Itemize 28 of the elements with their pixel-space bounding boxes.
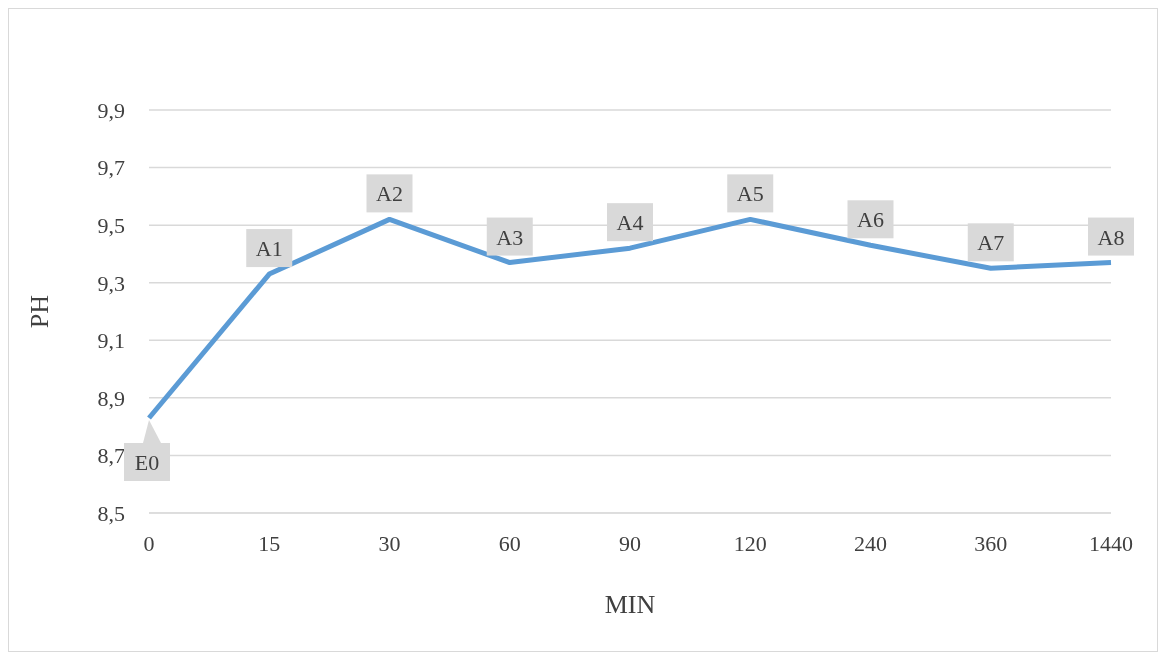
data-label: A8 bbox=[1097, 224, 1125, 250]
data-label: E0 bbox=[134, 450, 160, 476]
x-tick-label: 360 bbox=[974, 530, 1008, 556]
y-tick-label: 9,7 bbox=[97, 155, 125, 181]
y-axis-title: PH bbox=[25, 294, 55, 329]
x-axis-title: MIN bbox=[604, 590, 656, 619]
data-label: A6 bbox=[857, 207, 884, 233]
x-tick-label: 15 bbox=[258, 530, 281, 556]
data-label: A2 bbox=[376, 181, 403, 207]
y-tick-label: 8,7 bbox=[97, 443, 125, 469]
y-tick-label: 9,1 bbox=[97, 328, 125, 354]
y-tick-label: 9,5 bbox=[97, 212, 125, 238]
y-tick-label: 8,5 bbox=[97, 500, 125, 526]
data-label: A3 bbox=[496, 224, 524, 250]
x-tick-label: 90 bbox=[619, 530, 641, 556]
data-label: A5 bbox=[736, 181, 764, 207]
data-label: A7 bbox=[977, 230, 1005, 256]
x-tick-label: 1440 bbox=[1089, 530, 1133, 556]
x-tick-label: 30 bbox=[378, 530, 401, 556]
x-tick-label: 120 bbox=[733, 530, 767, 556]
y-tick-label: 8,9 bbox=[97, 385, 125, 411]
x-tick-label: 60 bbox=[498, 530, 521, 556]
x-tick-label: 240 bbox=[854, 530, 887, 556]
x-tick-label: 0 bbox=[143, 530, 155, 556]
y-tick-label: 9,9 bbox=[97, 97, 125, 123]
data-label: A1 bbox=[255, 236, 283, 262]
y-tick-label: 9,3 bbox=[97, 270, 125, 296]
data-label: A4 bbox=[616, 210, 644, 236]
